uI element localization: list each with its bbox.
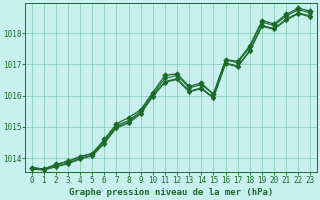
X-axis label: Graphe pression niveau de la mer (hPa): Graphe pression niveau de la mer (hPa) <box>69 188 273 197</box>
